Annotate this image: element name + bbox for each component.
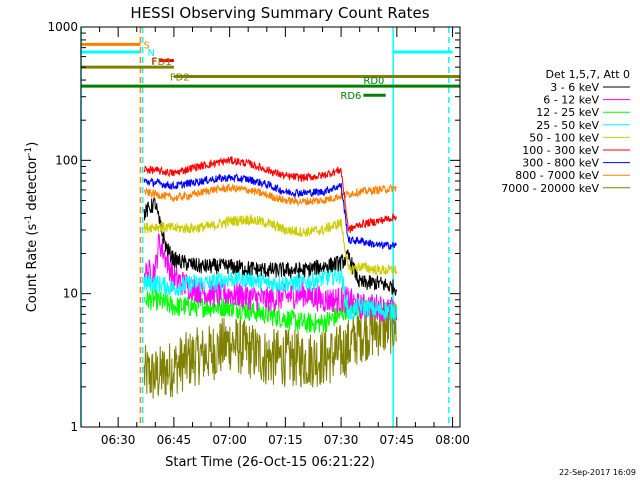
legend-label-7: 800 - 7000 keV bbox=[515, 169, 599, 182]
series-line-4 bbox=[143, 214, 397, 276]
series-layer bbox=[143, 156, 397, 399]
y-axis-label-main: Count Rate (s bbox=[25, 224, 40, 313]
x-tick-label-6: 08:00 bbox=[435, 433, 470, 447]
y-axis-label: Count Rate (s-1 detector-1) bbox=[24, 142, 40, 313]
legend-label-0: 3 - 6 keV bbox=[550, 81, 599, 94]
series-line-5 bbox=[143, 156, 397, 233]
y-axis-label-sup1: -1 bbox=[24, 215, 34, 224]
flag-label-s: S bbox=[143, 40, 149, 51]
flag-label-rd6: RD6 bbox=[340, 91, 361, 102]
series-line-7 bbox=[144, 182, 397, 207]
series-line-6 bbox=[143, 172, 397, 251]
chart-title: HESSI Observing Summary Count Rates bbox=[130, 4, 429, 22]
x-tick-label-1: 06:45 bbox=[157, 433, 192, 447]
y-axis: 1 10 100 1000 bbox=[47, 20, 460, 434]
y-tick-label-3: 1000 bbox=[47, 20, 78, 34]
x-tick-label-0: 06:30 bbox=[101, 433, 136, 447]
x-tick-label-2: 07:00 bbox=[212, 433, 247, 447]
series-line-3 bbox=[143, 266, 397, 322]
legend-label-1: 6 - 12 keV bbox=[543, 94, 599, 107]
legend-label-6: 300 - 800 keV bbox=[522, 157, 599, 170]
x-tick-label-3: 07:15 bbox=[268, 433, 303, 447]
legend-label-2: 12 - 25 keV bbox=[536, 106, 599, 119]
y-axis-label-end: ) bbox=[25, 142, 40, 147]
series-line-0 bbox=[143, 196, 397, 296]
legend-label-5: 100 - 300 keV bbox=[522, 144, 599, 157]
x-axis: 06:30 06:45 07:00 07:15 07:30 07:45 08:00 bbox=[99, 27, 470, 447]
series-line-1 bbox=[143, 233, 397, 324]
x-axis-label: Start Time (26-Oct-15 06:21:22) bbox=[165, 455, 375, 470]
plot-frame bbox=[80, 26, 461, 428]
y-axis-label-mid: detector bbox=[25, 155, 40, 215]
legend-label-3: 25 - 50 keV bbox=[536, 119, 599, 132]
flag-label-n: N bbox=[147, 48, 154, 59]
y-tick-label-1: 10 bbox=[63, 287, 78, 301]
flag-label-fd1: FD1 bbox=[152, 57, 172, 68]
y-tick-label-0: 1 bbox=[70, 420, 78, 434]
flag-label-f: F bbox=[151, 57, 157, 68]
flag-label-fd2: FD2 bbox=[170, 73, 190, 84]
legend-label-4: 50 - 100 keV bbox=[529, 131, 599, 144]
legend-label-8: 7000 - 20000 keV bbox=[501, 182, 599, 195]
footer-timestamp: 22-Sep-2017 16:09 bbox=[559, 468, 636, 477]
x-tick-label-4: 07:30 bbox=[324, 433, 359, 447]
y-tick-label-2: 100 bbox=[55, 153, 78, 167]
legend-title: Det 1,5,7, Att 0 bbox=[546, 68, 630, 81]
y-axis-label-sup2: -1 bbox=[24, 147, 34, 156]
x-tick-label-5: 07:45 bbox=[380, 433, 415, 447]
series-line-8 bbox=[143, 296, 397, 399]
flag-label-rd0: RD0 bbox=[363, 76, 384, 87]
